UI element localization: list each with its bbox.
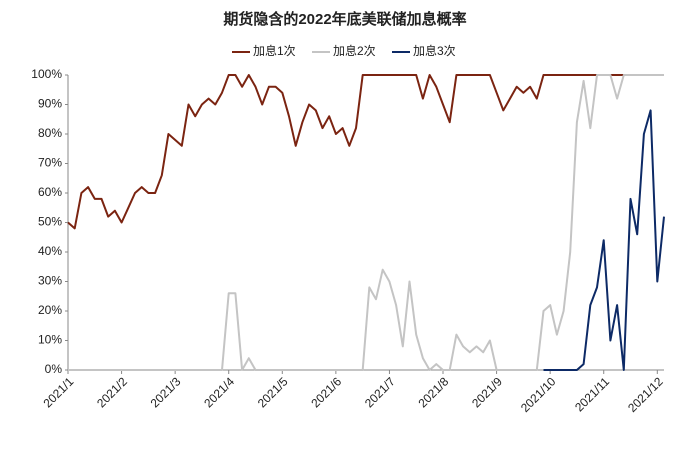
y-tick-label: 100% bbox=[31, 67, 62, 81]
x-tick-label: 2021/2 bbox=[94, 374, 130, 410]
series-line bbox=[543, 109, 665, 371]
x-tick-label: 2021/7 bbox=[362, 374, 398, 410]
x-tick-label: 2021/10 bbox=[518, 374, 559, 415]
y-tick-label: 50% bbox=[38, 215, 62, 229]
x-tick-label: 2021/4 bbox=[201, 374, 237, 410]
chart-title: 期货隐含的2022年底美联储加息概率 bbox=[223, 10, 466, 28]
x-tick-label: 2021/1 bbox=[41, 374, 77, 410]
x-tick-label: 2021/12 bbox=[625, 374, 666, 415]
y-tick-label: 60% bbox=[38, 185, 62, 199]
x-tick-label: 2021/9 bbox=[469, 374, 505, 410]
legend-label: 加息2次 bbox=[333, 43, 376, 58]
series-line bbox=[67, 74, 664, 230]
y-tick-label: 0% bbox=[45, 362, 63, 376]
y-tick-label: 20% bbox=[38, 303, 62, 317]
x-tick-label: 2021/5 bbox=[255, 374, 291, 410]
y-tick-label: 30% bbox=[38, 274, 62, 288]
y-tick-label: 80% bbox=[38, 126, 62, 140]
y-tick-label: 90% bbox=[38, 97, 62, 111]
legend-label: 加息1次 bbox=[253, 43, 296, 58]
x-tick-label: 2021/11 bbox=[572, 374, 612, 414]
y-tick-label: 70% bbox=[38, 156, 62, 170]
series-line bbox=[68, 74, 664, 371]
x-tick-label: 2021/3 bbox=[148, 374, 184, 410]
x-tick-label: 2021/8 bbox=[416, 374, 452, 410]
y-tick-label: 10% bbox=[38, 333, 62, 347]
legend-label: 加息3次 bbox=[413, 43, 456, 58]
y-tick-label: 40% bbox=[38, 244, 62, 258]
x-tick-label: 2021/6 bbox=[308, 374, 344, 410]
